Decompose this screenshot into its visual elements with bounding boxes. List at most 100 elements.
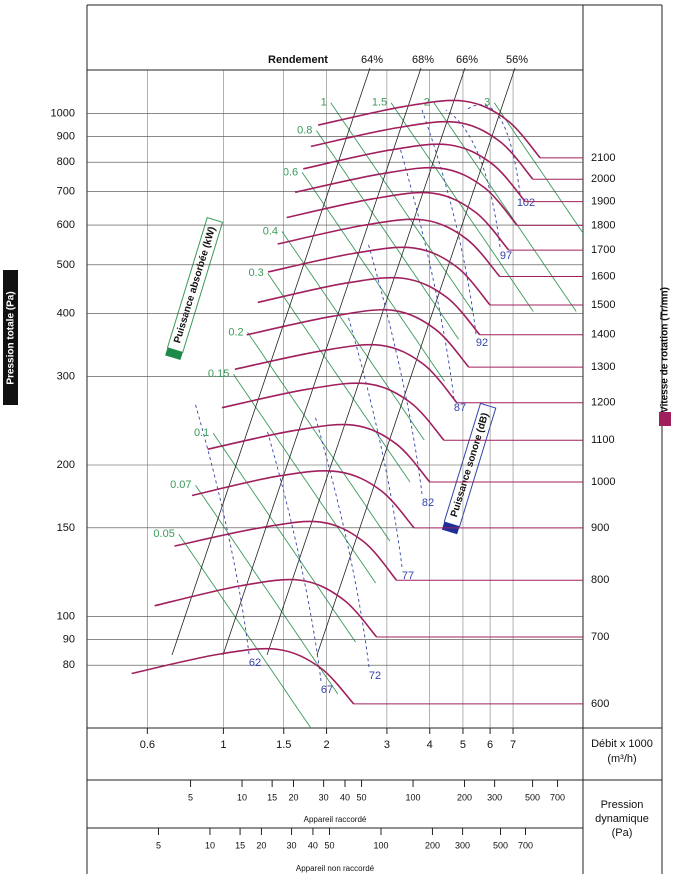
power-value-label: 0.1	[194, 427, 209, 439]
sound-curve	[367, 242, 423, 495]
power-curve	[281, 231, 425, 441]
dyn-caption: Appareil non raccordé	[296, 864, 375, 873]
x-tick-label: 0.6	[140, 739, 155, 751]
power-curve	[212, 433, 356, 643]
dyn-tick-label: 500	[493, 840, 508, 850]
x-tick-label: 1	[220, 739, 226, 751]
sound-curve	[194, 402, 250, 655]
power-curve	[178, 533, 312, 728]
y-tick-label: 900	[57, 130, 75, 142]
speed-label: 1700	[591, 244, 615, 256]
power-curve	[301, 172, 445, 382]
y-tick-label: 500	[57, 259, 75, 271]
efficiency-label: 64%	[361, 54, 383, 66]
x-tick-label: 1.5	[276, 739, 291, 751]
dyn-tick-label: 30	[319, 792, 329, 802]
power-value-label: 0.6	[283, 166, 298, 178]
y-tick-label: 800	[57, 156, 75, 168]
power-curve	[330, 102, 474, 312]
dyn-tick-label: 30	[287, 840, 297, 850]
plot-area	[178, 102, 583, 728]
dyn-tick-label: 40	[308, 840, 318, 850]
speed-curve	[174, 520, 398, 581]
speed-curve	[154, 578, 378, 638]
dyn-unit: (Pa)	[611, 827, 633, 839]
dyn-tick-label: 500	[525, 792, 540, 802]
y-tick-label: 90	[63, 633, 75, 645]
speed-label: 1100	[591, 434, 615, 446]
sound-value-label: 77	[402, 570, 414, 582]
x-axis-unit: (m³/h)	[607, 753, 637, 765]
power-annotation: Puissance absorbée (kW)	[165, 217, 224, 361]
dyn-tick-label: 40	[340, 792, 350, 802]
speed-curve	[317, 99, 541, 159]
speed-label: 700	[591, 631, 609, 643]
power-curve	[267, 273, 411, 483]
power-value-label: 0.3	[248, 267, 263, 279]
power-value-label: 0.4	[263, 225, 278, 237]
ylabel-bar	[3, 270, 18, 405]
dyn-tick-label: 300	[455, 840, 470, 850]
efficiency-label: 68%	[412, 54, 434, 66]
speed-curve	[131, 647, 355, 705]
dyn-tick-label: 100	[406, 792, 421, 802]
y-tick-label: 150	[57, 522, 75, 534]
x-tick-label: 3	[384, 739, 390, 751]
speed-label: 1300	[591, 361, 615, 373]
speed-label: 1500	[591, 299, 615, 311]
power-marker	[165, 347, 183, 361]
y-tick-label: 300	[57, 370, 75, 382]
power-label: Puissance absorbée (kW)	[172, 226, 218, 345]
y-tick-label: 700	[57, 185, 75, 197]
sound-curve	[314, 415, 370, 668]
y-tick-label: 400	[57, 307, 75, 319]
power-value-label: 0.05	[153, 528, 174, 540]
power-curve	[195, 484, 339, 695]
power-value-label: 3	[484, 97, 490, 109]
x-axis-label: Débit x 1000	[591, 738, 653, 750]
speed-curve	[221, 382, 445, 441]
efficiency-label: 66%	[456, 54, 478, 66]
efficiency-label: 56%	[506, 54, 528, 66]
dyn-label: Pression dynamique	[595, 799, 649, 825]
efficiency-line	[316, 67, 516, 656]
speed-curve	[277, 218, 501, 278]
speed-label: 600	[591, 698, 609, 710]
power-curve	[493, 102, 583, 234]
dyn-tick-label: 20	[289, 792, 299, 802]
dyn-tick-label: 100	[373, 840, 388, 850]
x-tick-label: 2	[324, 739, 330, 751]
y-axis-label: Pression totale (Pa)	[6, 291, 17, 384]
sound-annotation: Puissance sonore (dB)	[441, 402, 497, 535]
speed-curve	[234, 343, 458, 404]
sound-value-label: 72	[369, 670, 381, 682]
y-tick-label: 600	[57, 219, 75, 231]
sound-value-label: 82	[422, 497, 434, 509]
efficiency-title: Rendement	[268, 54, 328, 66]
speed-curve	[207, 423, 431, 483]
x-tick-label: 7	[510, 739, 516, 751]
y-tick-label: 100	[57, 610, 75, 622]
dyn-tick-label: 200	[425, 840, 440, 850]
power-curve	[433, 102, 577, 312]
sound-curve	[465, 104, 521, 195]
speed-label: 1200	[591, 397, 615, 409]
dyn-tick-label: 20	[256, 840, 266, 850]
sound-value-label: 67	[321, 684, 333, 696]
efficiency-line	[266, 67, 466, 656]
speed-curve	[310, 120, 534, 180]
sound-value-label: 92	[476, 337, 488, 349]
dyn-tick-label: 200	[457, 792, 472, 802]
dyn-tick-label: 15	[267, 792, 277, 802]
power-curve	[233, 374, 376, 584]
power-value-label: 0.07	[170, 479, 191, 491]
dyn-tick-label: 10	[237, 792, 247, 802]
dyn-tick-label: 300	[487, 792, 502, 802]
power-curve	[247, 332, 391, 542]
sound-curve	[421, 109, 477, 335]
speed-label: 800	[591, 574, 609, 586]
power-value-label: 0.15	[208, 368, 229, 380]
power-value-label: 0.8	[297, 124, 312, 136]
x-tick-label: 4	[427, 739, 433, 751]
